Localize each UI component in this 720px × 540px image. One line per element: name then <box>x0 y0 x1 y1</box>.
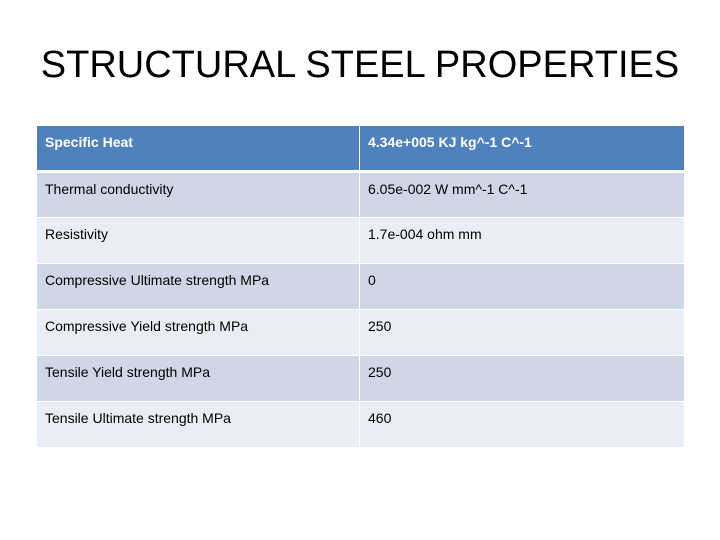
property-value-cell: 4.34e+005 KJ kg^-1 C^-1 <box>359 125 685 173</box>
table-header-row: Specific Heat 4.34e+005 KJ kg^-1 C^-1 <box>36 125 685 173</box>
property-value-cell: 250 <box>359 309 685 356</box>
property-name-cell: Thermal conductivity <box>36 171 360 218</box>
table-row: Tensile Yield strength MPa 250 <box>36 355 685 402</box>
property-name-cell: Compressive Ultimate strength MPa <box>36 263 360 310</box>
property-name-cell: Tensile Ultimate strength MPa <box>36 401 360 448</box>
property-value-cell: 0 <box>359 263 685 310</box>
table-row: Resistivity 1.7e-004 ohm mm <box>36 217 685 264</box>
table-row: Thermal conductivity 6.05e-002 W mm^-1 C… <box>36 171 685 218</box>
table-row: Compressive Ultimate strength MPa 0 <box>36 263 685 310</box>
property-name-cell: Specific Heat <box>36 125 360 173</box>
property-name-cell: Tensile Yield strength MPa <box>36 355 360 402</box>
property-value-cell: 1.7e-004 ohm mm <box>359 217 685 264</box>
slide-title: STRUCTURAL STEEL PROPERTIES <box>40 44 680 86</box>
property-value-cell: 250 <box>359 355 685 402</box>
property-value-cell: 460 <box>359 401 685 448</box>
property-name-cell: Compressive Yield strength MPa <box>36 309 360 356</box>
table-row: Compressive Yield strength MPa 250 <box>36 309 685 356</box>
property-value-cell: 6.05e-002 W mm^-1 C^-1 <box>359 171 685 218</box>
property-name-cell: Resistivity <box>36 217 360 264</box>
properties-table: Specific Heat 4.34e+005 KJ kg^-1 C^-1 Th… <box>36 125 685 448</box>
table-row: Tensile Ultimate strength MPa 460 <box>36 401 685 448</box>
